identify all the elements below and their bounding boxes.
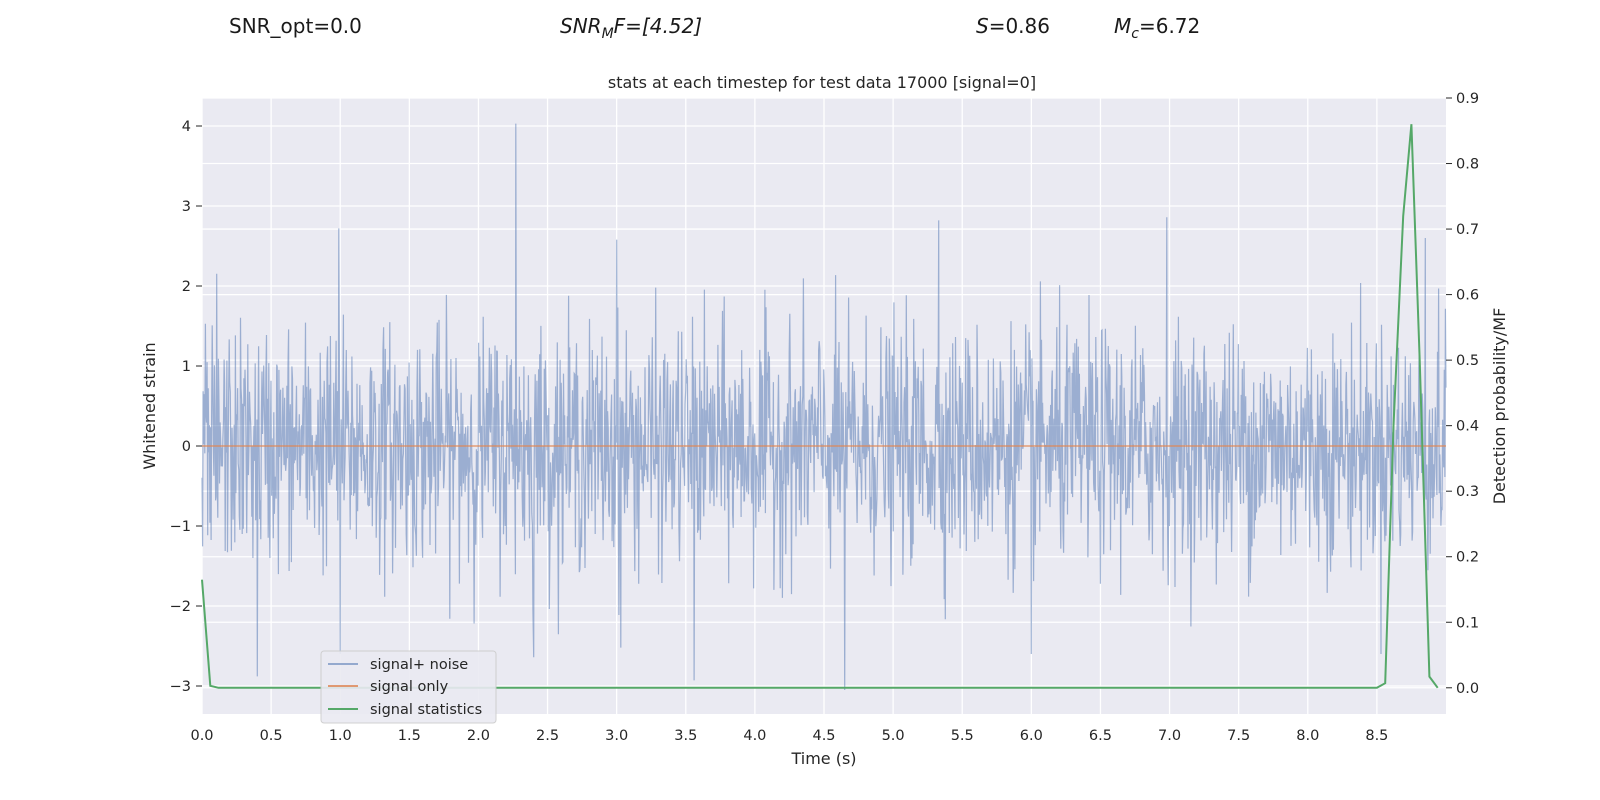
legend: signal+ noise signal only signal statist… — [320, 650, 497, 724]
y-left-tick-label: −2 — [170, 599, 191, 615]
x-tick-label: 6.0 — [1020, 728, 1043, 744]
x-axis: 0.0 0.5 1.0 1.5 2.0 2.5 3.0 3.5 4.0 4.5 5.0 5.5 6.0 6… — [190, 728, 1388, 744]
x-tick-label: 3.5 — [674, 728, 697, 744]
y-right-tick-label: 0.1 — [1456, 615, 1479, 631]
y-right-tick-label: 0.7 — [1456, 222, 1479, 238]
legend-label-signal-statistics: signal statistics — [370, 702, 482, 718]
y-axis-right: 0.0 0.1 0.2 0.3 0.4 0.5 0.6 0.7 0.8 0.9 — [1446, 91, 1479, 697]
y-left-tick-label: 0 — [182, 439, 191, 455]
x-tick-label: 0.0 — [190, 728, 213, 744]
x-axis-label: Time (s) — [790, 749, 856, 768]
legend-label-signal-only: signal only — [370, 679, 449, 695]
y-axis-left: −3 −2 −1 0 1 2 3 4 — [170, 119, 202, 695]
mc-text: Mc=6.72 — [1114, 14, 1200, 42]
x-tick-label: 6.5 — [1089, 728, 1112, 744]
y-left-tick-label: −3 — [170, 679, 191, 695]
y-left-tick-label: −1 — [170, 519, 191, 535]
y-left-tick-label: 3 — [182, 199, 191, 215]
s-stat-text: S=0.86 — [976, 14, 1050, 38]
noise-line — [201, 123, 1447, 691]
y-left-tick-label: 4 — [182, 119, 191, 135]
x-tick-label: 4.5 — [812, 728, 835, 744]
x-tick-label: 0.5 — [260, 728, 283, 744]
legend-label-signal-noise: signal+ noise — [370, 657, 468, 673]
y-right-tick-label: 0.8 — [1456, 157, 1479, 173]
x-tick-label: 5.0 — [882, 728, 905, 744]
series-signal-statistics — [201, 124, 1439, 689]
legend-box — [320, 650, 497, 724]
chart-title: stats at each timestep for test data 170… — [608, 73, 1036, 92]
snr-opt-text: SNR_opt=0.0 — [229, 14, 362, 38]
y-right-tick-label: 0.4 — [1456, 419, 1479, 435]
signal-statistics-line — [201, 124, 1439, 689]
x-tick-label: 5.5 — [951, 728, 974, 744]
y-right-tick-label: 0.9 — [1456, 91, 1479, 107]
y-right-tick-label: 0.6 — [1456, 288, 1479, 304]
x-tick-label: 2.5 — [536, 728, 559, 744]
snr-mf-text: SNRMF=[4.52] — [560, 14, 702, 42]
y-left-tick-label: 2 — [182, 279, 191, 295]
x-tick-label: 8.5 — [1365, 728, 1388, 744]
y-right-tick-label: 0.0 — [1456, 681, 1479, 697]
y-left-tick-label: 1 — [182, 359, 191, 375]
x-tick-label: 8.0 — [1296, 728, 1319, 744]
x-tick-label: 2.0 — [467, 728, 490, 744]
x-tick-label: 3.0 — [605, 728, 628, 744]
y-right-tick-label: 0.5 — [1456, 353, 1479, 369]
series-signal-noise — [201, 123, 1447, 691]
y-axis-left-label: Whitened strain — [140, 342, 159, 469]
x-tick-label: 4.0 — [743, 728, 766, 744]
x-tick-label: 1.0 — [329, 728, 352, 744]
x-tick-label: 7.0 — [1158, 728, 1181, 744]
x-tick-label: 7.5 — [1227, 728, 1250, 744]
y-right-tick-label: 0.3 — [1456, 484, 1479, 500]
y-right-tick-label: 0.2 — [1456, 550, 1479, 566]
x-tick-label: 1.5 — [398, 728, 421, 744]
y-axis-right-label: Detection probability/MF — [1490, 308, 1509, 505]
